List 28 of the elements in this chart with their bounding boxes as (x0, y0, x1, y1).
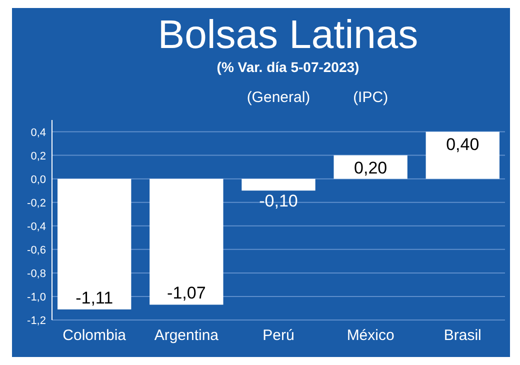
x-tick-label: México (346, 327, 394, 344)
y-tick-label: -1,2 (27, 315, 46, 327)
bar (334, 155, 408, 179)
chart-subtitle: (% Var. día 5-07-2023) (216, 59, 360, 75)
text: (General) (246, 89, 310, 106)
bar (58, 178, 132, 310)
data-label: -0,10 (259, 192, 298, 211)
data-label: -1,07 (167, 284, 206, 303)
x-tick-label: Perú (262, 327, 294, 344)
data-label: 0,40 (446, 134, 480, 154)
y-tick-label: -0,6 (27, 244, 46, 256)
y-tick-label: 0,4 (30, 126, 46, 139)
x-tick-label: Colombia (62, 327, 127, 344)
x-tick-label: Argentina (154, 327, 220, 344)
text: (IPC) (353, 89, 388, 106)
y-tick-label: -0,8 (27, 268, 46, 280)
y-tick-label: 0,2 (30, 150, 46, 162)
chart-title: Bolsas Latinas (158, 13, 418, 57)
y-tick-label: -1,0 (27, 291, 46, 304)
y-tick-label: 0,0 (30, 174, 46, 186)
bar (150, 178, 224, 305)
y-tick-label: -0,2 (27, 197, 46, 210)
y-tick-label: -0,4 (27, 220, 46, 233)
bar (242, 178, 316, 191)
data-label: -1,11 (76, 288, 114, 308)
bar (426, 132, 500, 179)
data-label: 0,20 (354, 158, 388, 178)
x-tick-label: Brasil (444, 327, 482, 344)
